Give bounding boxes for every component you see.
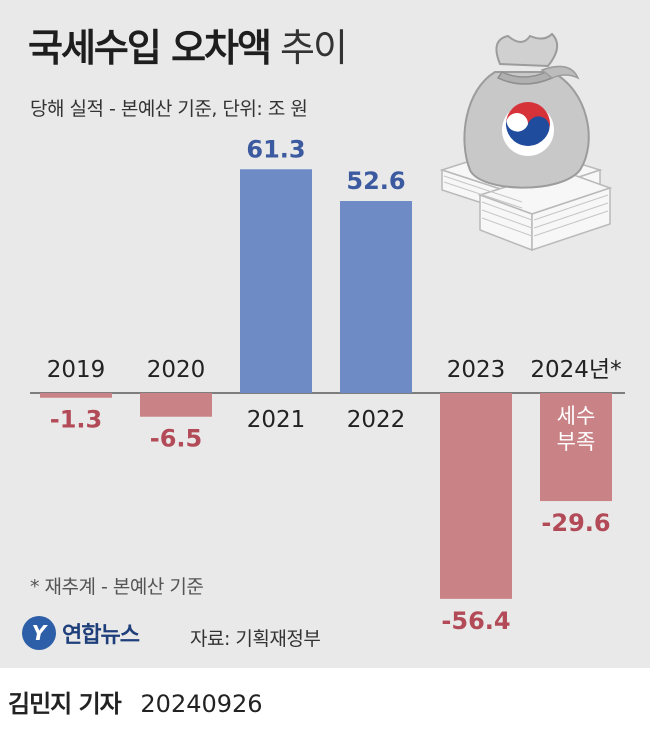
bar-annotation-line-2: 부족 [557, 430, 596, 454]
category-label-2019: 2019 [47, 357, 106, 383]
bar-2019 [40, 393, 112, 398]
bar-2022 [340, 201, 412, 393]
bar-2021 [240, 169, 312, 393]
category-label-2023: 2023 [447, 357, 506, 383]
category-label-2022: 2022 [347, 407, 406, 433]
value-label-2019: -1.3 [50, 406, 102, 434]
title-suffix: 추이 [280, 26, 348, 70]
value-label-2023: -56.4 [441, 607, 510, 635]
bars-group: -1.3 2019 -6.5 2020 61.3 2021 52.6 2022 -56.4 202… [40, 135, 622, 635]
value-label-2022: 52.6 [346, 167, 405, 195]
category-label-2024년*: 2024년* [530, 357, 621, 383]
category-label-2021: 2021 [247, 407, 306, 433]
byline-date: 20240926 [140, 690, 263, 718]
logo-text: 연합뉴스 [62, 623, 140, 648]
byline-name: 김민지 기자 [8, 690, 122, 718]
yonhap-logo: Y 연합뉴스 [22, 616, 140, 650]
bar-2024년* [540, 393, 612, 502]
value-label-2021: 61.3 [246, 135, 305, 163]
bar-annotation-line-1: 세수 [557, 404, 596, 428]
category-label-2020: 2020 [147, 357, 206, 383]
value-label-2024년*: -29.6 [541, 509, 610, 537]
chart-subtitle: 당해 실적 - 본예산 기준, 단위: 조 원 [30, 98, 308, 120]
logo-mark-icon: Y [22, 616, 56, 650]
bar-2023 [440, 393, 512, 599]
footnote: * 재추계 - 본예산 기준 [30, 576, 204, 598]
value-label-2020: -6.5 [150, 425, 202, 453]
bar-2020 [140, 393, 212, 417]
byline: 김민지 기자 20240926 [8, 684, 263, 719]
source-note: 자료: 기획재정부 [190, 628, 321, 650]
chart-title: 국세수입 오차액 추이 [28, 26, 348, 70]
title-main: 국세수입 오차액 [28, 26, 272, 70]
money-bag-with-cash-stack-icon [440, 32, 613, 252]
bar-chart: -1.3 2019 -6.5 2020 61.3 2021 52.6 2022 -56.4 202… [30, 135, 625, 635]
